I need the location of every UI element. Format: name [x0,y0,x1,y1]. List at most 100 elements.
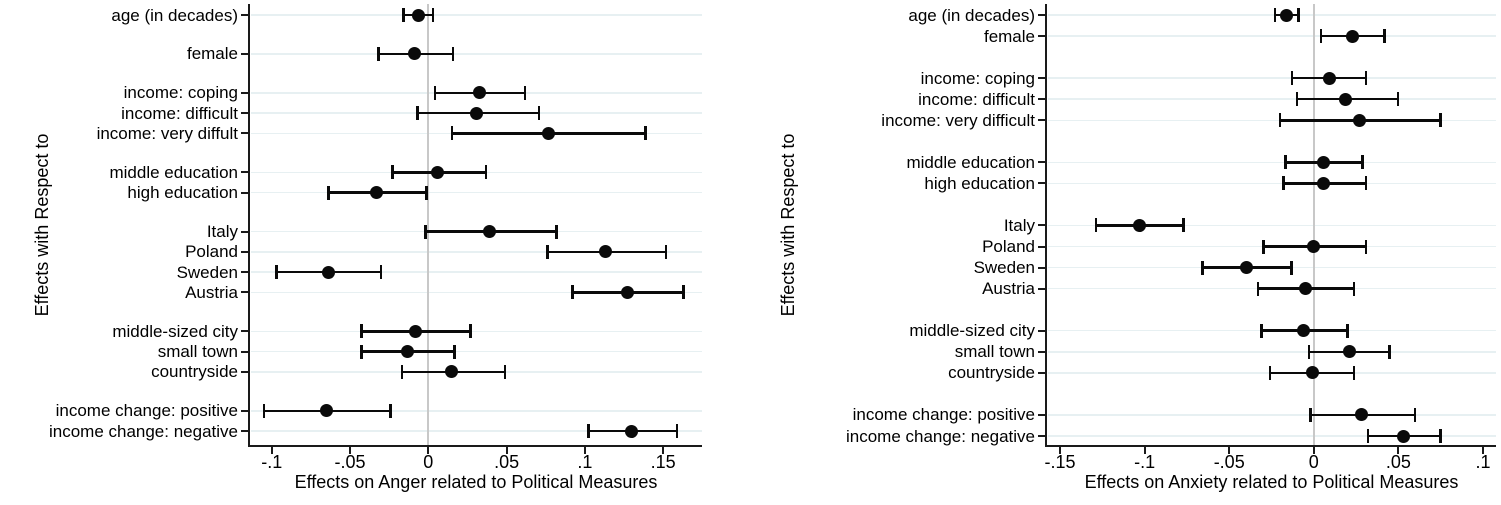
ci-cap-left [1284,155,1287,170]
point-marker [1352,113,1366,127]
x-tick [349,447,352,454]
x-tick [1481,447,1484,454]
ci-cap-left [546,244,549,259]
ci-cap-right [1413,407,1417,422]
gridline [251,410,702,412]
ci-cap-right [1346,323,1349,338]
anger-y-axis-title: Effects with Respect to [32,133,52,317]
point-marker [1322,71,1336,85]
category-label: income: difficult [121,103,238,123]
ci-cap-right [523,85,527,100]
gridline [1048,351,1496,353]
y-tick [241,14,248,16]
ci-cap-left [1278,113,1282,128]
ci-cap-left [1366,429,1370,443]
point-marker [412,8,426,22]
point-marker [542,126,556,140]
point-marker [321,265,335,279]
category-label: income: difficult [918,89,1035,109]
ci-cap-left [1094,218,1098,233]
point-marker [620,285,634,299]
ci-cap-right [1396,92,1400,107]
ci-cap-right [555,224,558,239]
ci-cap-right [1439,113,1442,128]
x-tick-label: -.05 [1213,452,1245,472]
category-label: age (in decades) [908,5,1035,25]
ci-cap-left [360,344,363,359]
ci-cap-right [1182,218,1185,233]
point-marker [1307,240,1321,253]
category-label: age (in decades) [111,5,238,25]
y-tick [1038,98,1045,101]
y-tick [241,330,248,333]
y-tick [1038,77,1045,80]
point-marker [482,225,496,238]
category-label: income: very diffult [96,123,238,143]
y-tick [1038,413,1045,416]
category-label: Poland [982,237,1035,256]
y-tick [241,430,248,433]
ci-cap-right [537,106,541,121]
category-label: income change: positive [852,405,1035,425]
point-marker [1298,282,1312,296]
point-marker [1280,8,1294,22]
y-tick [241,271,248,274]
category-label: income change: positive [55,401,238,421]
category-label: Sweden [176,262,238,282]
category-label: income: coping [920,68,1035,88]
ci-cap-right [682,285,685,300]
y-tick [1038,119,1045,122]
ci-cap-right [664,244,668,259]
ci-cap-left [402,8,405,22]
ci-cap-right [484,165,488,180]
ci-cap-left [275,265,278,280]
gridline [251,53,702,55]
y-tick [241,132,248,135]
ci-cap-right [644,126,647,141]
point-marker [401,345,415,359]
category-label: middle-sized city [112,321,238,341]
ci-cap-left [450,126,454,141]
category-label: middle-sized city [909,321,1035,341]
x-tick [1397,447,1400,454]
ci-cap-right [451,46,455,61]
ci-cap-left [327,185,330,200]
category-label: income: very difficult [881,110,1035,130]
x-tick-label: .05 [1385,452,1411,472]
point-marker [473,86,487,100]
point-marker [598,245,612,259]
y-tick [1038,182,1045,185]
y-tick [1038,350,1045,353]
ci-cap-left [1268,365,1272,380]
point-marker [1317,155,1331,169]
gridline [251,251,702,253]
ci-cap-right [389,403,392,418]
x-tick-label: .1 [577,452,593,472]
gridline [251,330,702,333]
ci-cap-left [1282,176,1285,191]
x-tick-label: -.05 [334,452,366,472]
ci-cap-left [1260,323,1263,338]
gridline [1048,435,1496,437]
x-tick-label: -.1 [1134,452,1156,472]
ci-cap-left [424,224,427,239]
ci-cap-left [587,424,590,439]
point-marker [1354,408,1368,422]
y-tick [1038,224,1045,227]
ci-cap-left [391,165,394,180]
ci-cap-left [1295,92,1299,107]
gridline [1048,224,1496,227]
point-marker [1317,176,1331,190]
category-label: female [186,44,238,64]
y-tick [241,250,248,253]
ci-cap-left [1309,407,1312,422]
y-tick [241,230,248,233]
category-label: small town [954,342,1035,362]
x-tick [427,447,430,454]
ci-cap-right [1361,155,1364,170]
x-tick-label: 0 [1308,452,1319,472]
category-label: small town [157,342,238,362]
point-marker [470,106,484,120]
ci-cap-right [1439,429,1442,443]
